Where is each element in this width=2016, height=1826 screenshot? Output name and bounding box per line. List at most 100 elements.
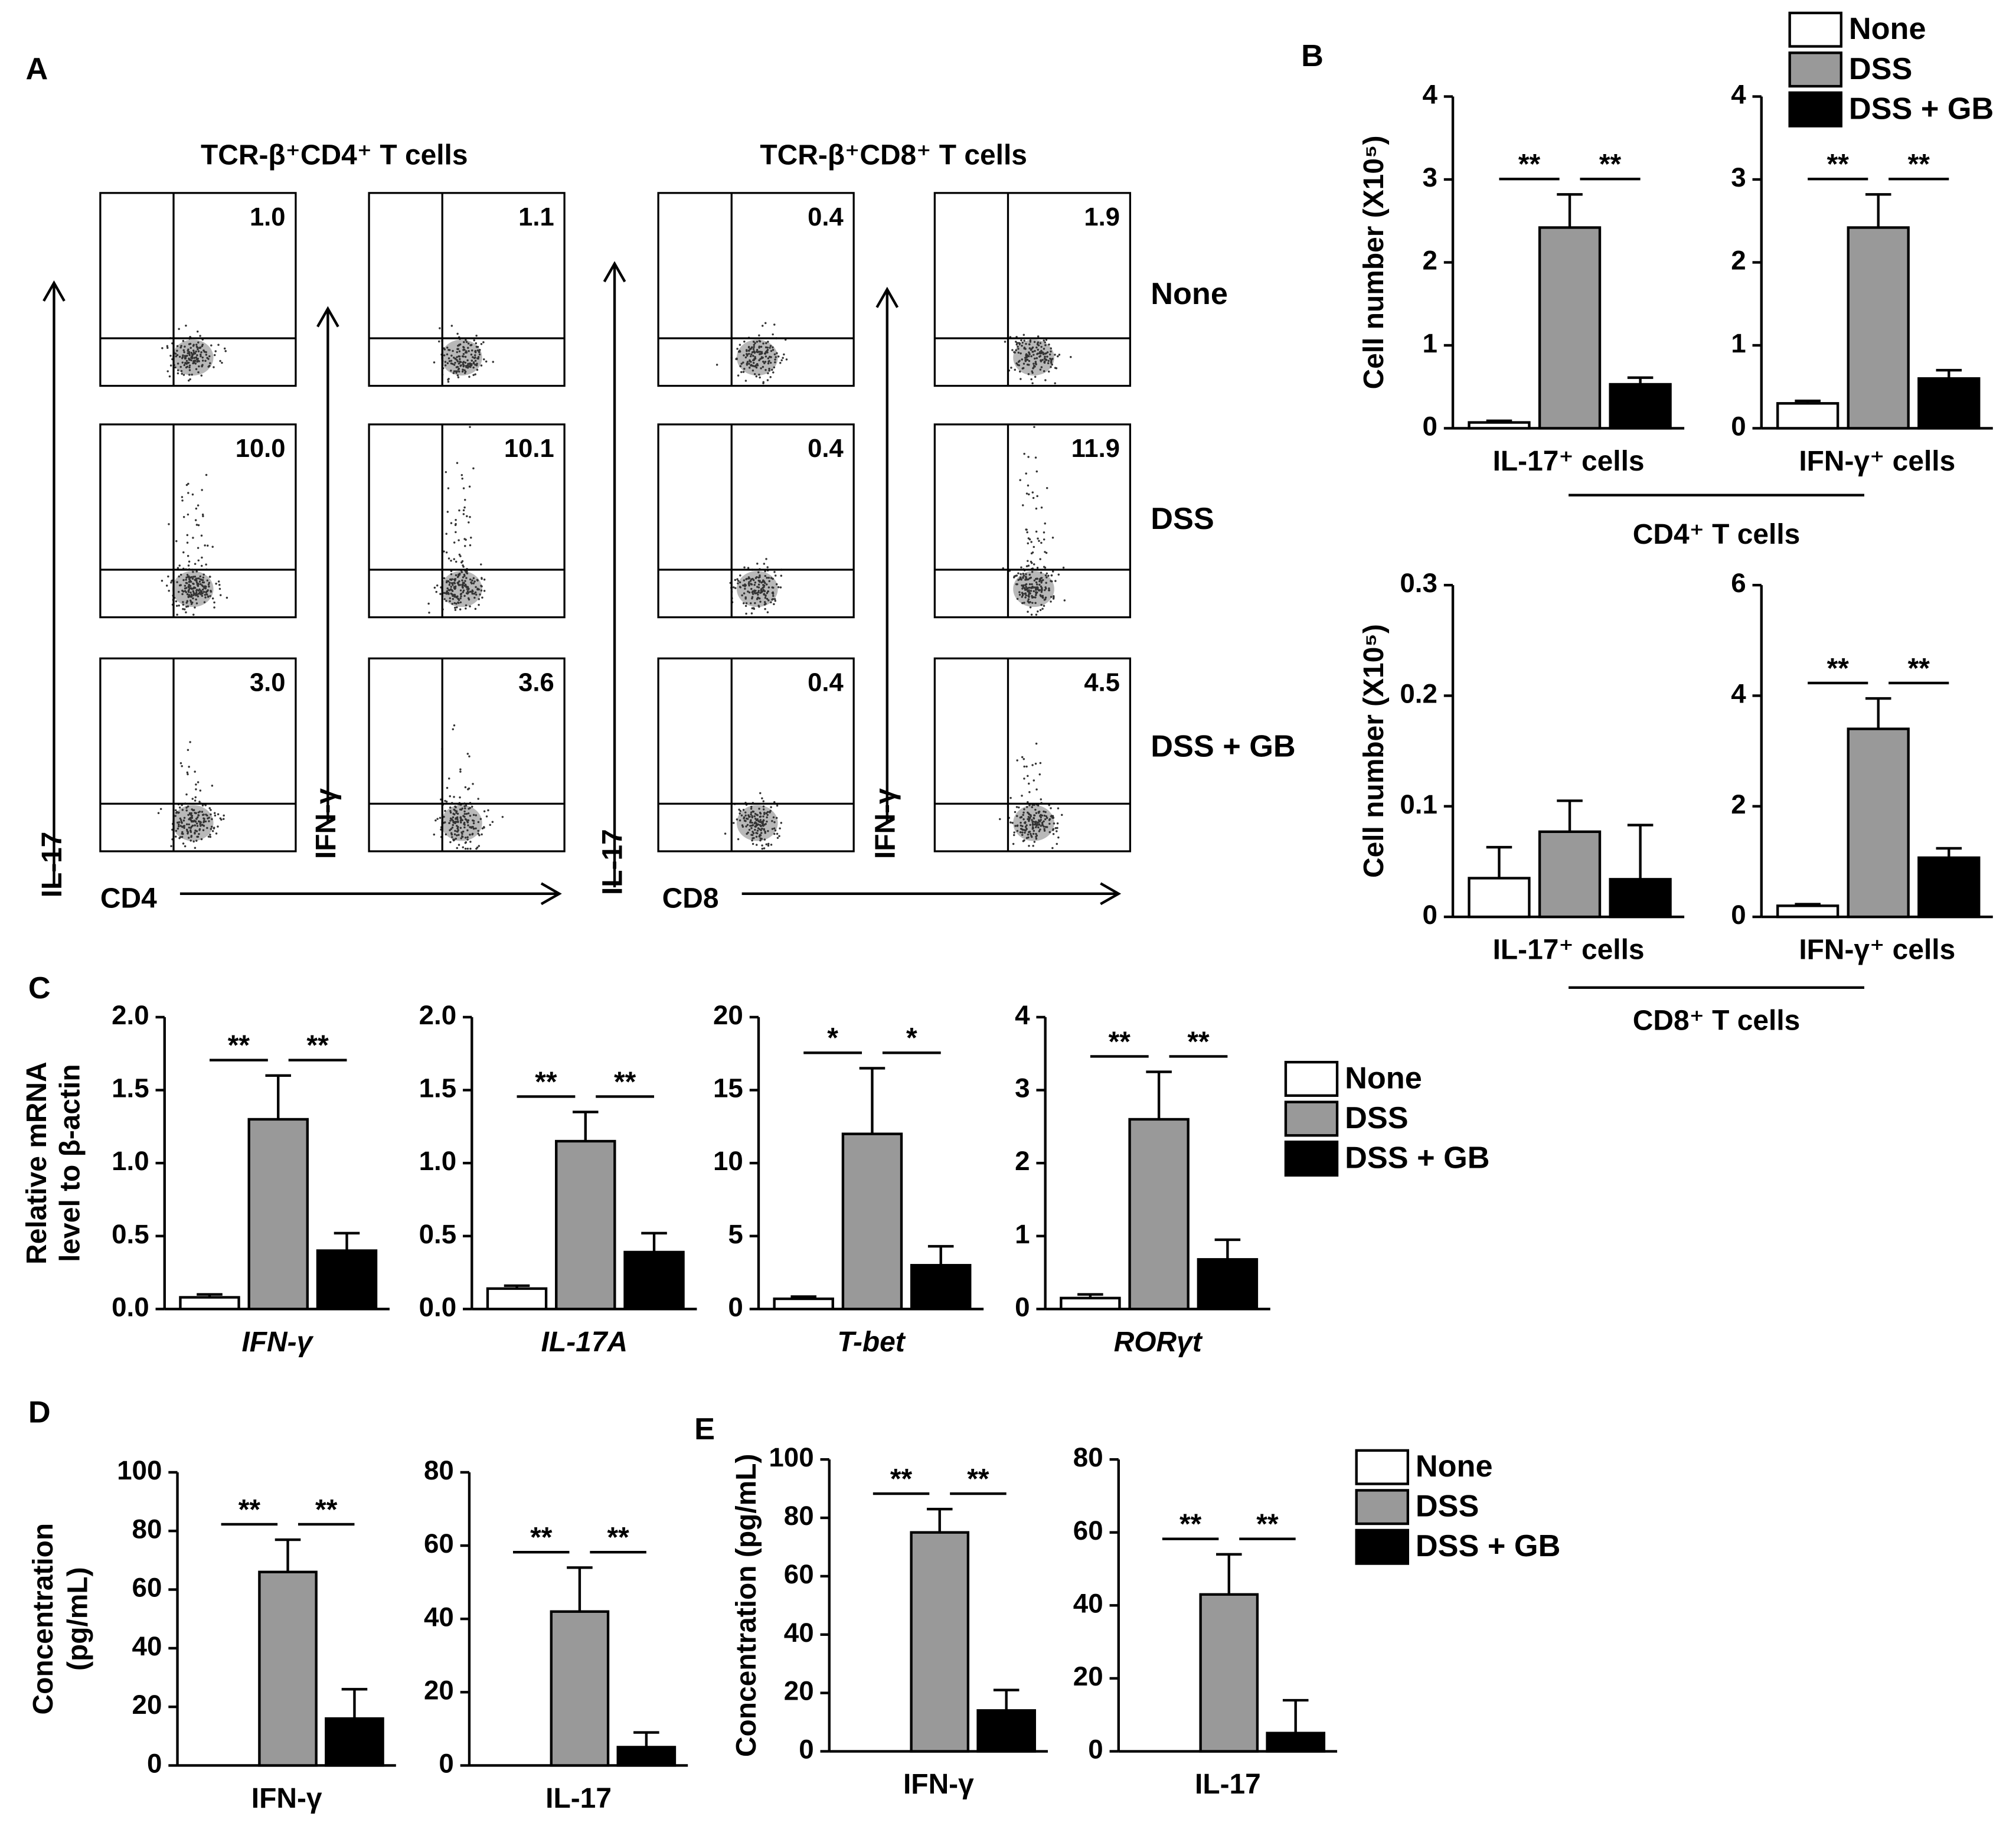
cell-dot (999, 818, 1001, 821)
cell-dot (197, 524, 200, 527)
y-tick-label: 60 (1073, 1515, 1103, 1546)
cell-dot (743, 354, 745, 357)
cell-dot (1016, 342, 1018, 344)
x-axis-label: T-bet (837, 1327, 906, 1358)
cell-dot (469, 806, 471, 809)
cell-dot (743, 584, 746, 587)
cell-dot (1022, 573, 1024, 575)
cell-dot (464, 818, 467, 821)
flow-plot: 0.4 (657, 657, 855, 852)
cell-dot (466, 359, 469, 362)
cell-dot (466, 592, 469, 595)
cell-dot (1047, 574, 1050, 577)
cell-dot (1037, 344, 1040, 347)
cell-dot (435, 590, 437, 593)
cell-dot (191, 353, 194, 355)
cell-dot (764, 607, 766, 610)
cell-dot (1027, 816, 1030, 818)
cell-dot (436, 818, 439, 820)
cell-dot (465, 538, 467, 541)
cell-dot (1020, 573, 1022, 576)
cell-dot (194, 576, 197, 578)
cell-dot (481, 577, 483, 579)
cell-dot (754, 812, 757, 815)
cell-dot (1009, 821, 1012, 824)
cell-dot (462, 368, 464, 371)
cell-dot (759, 376, 761, 379)
cell-dot (193, 357, 196, 360)
y-tick-label: 3 (1731, 162, 1746, 192)
cell-dot (187, 837, 190, 839)
cell-dot (447, 580, 450, 583)
cell-dot (475, 827, 477, 829)
cell-dot (185, 582, 188, 584)
y-tick-label: 0 (1422, 411, 1437, 441)
cell-dot (752, 341, 755, 343)
cell-dot (192, 361, 195, 363)
cell-dot (464, 372, 466, 374)
cell-dot (764, 369, 767, 371)
cell-dot (1023, 765, 1025, 768)
cell-dot (1045, 826, 1048, 828)
cell-dot (192, 570, 194, 573)
cell-dot (772, 371, 775, 374)
cell-dot (1038, 824, 1040, 826)
cell-dot (1037, 811, 1040, 814)
cell-dot (210, 828, 213, 830)
cell-dot (450, 573, 453, 576)
cell-dot (195, 839, 198, 842)
cell-dot (460, 473, 463, 476)
cell-dot (734, 579, 737, 582)
cell-dot (184, 587, 187, 590)
cell-dot (474, 591, 477, 594)
cell-dot (202, 590, 205, 593)
cell-dot (1028, 817, 1031, 820)
cell-dot (182, 607, 184, 610)
cell-dot (184, 345, 186, 348)
cell-dot (204, 587, 207, 590)
cell-dot (192, 613, 195, 616)
cell-dot (192, 809, 194, 812)
cell-dot (190, 603, 193, 605)
cell-dot (1037, 610, 1039, 613)
cell-dot (1044, 811, 1047, 814)
cell-dot (1016, 583, 1018, 586)
cell-dot (1037, 342, 1039, 345)
cell-dot (763, 580, 765, 583)
flow-plot: 3.0 (99, 657, 297, 852)
cell-dot (465, 350, 468, 352)
cell-dot (462, 361, 465, 364)
cell-dot (1028, 493, 1030, 496)
cell-dot (478, 603, 480, 606)
cell-dot (764, 352, 767, 355)
cell-dot (468, 755, 470, 757)
cell-dot (1046, 351, 1049, 354)
cell-dot (757, 586, 760, 589)
cell-dot (202, 581, 205, 584)
cell-dot (1041, 594, 1044, 597)
cell-dot (454, 587, 457, 589)
cell-dot (451, 836, 453, 838)
cell-dot (175, 600, 178, 603)
cell-dot (175, 605, 178, 607)
cell-dot (208, 816, 210, 819)
bar (325, 1717, 384, 1767)
cell-dot (1023, 778, 1025, 780)
cell-dot (194, 796, 197, 799)
y-tick-label: 1.5 (419, 1073, 457, 1103)
cell-dot (453, 821, 456, 824)
cell-dot (1045, 572, 1048, 575)
cell-dot (196, 360, 198, 363)
cell-dot (1038, 773, 1041, 776)
y-tick-label: 0.2 (1400, 679, 1437, 709)
cell-dot (1021, 584, 1023, 587)
cell-dot (451, 603, 453, 605)
cell-dot (465, 812, 468, 815)
cell-dot (185, 605, 188, 608)
cell-dot (461, 355, 464, 358)
cell-dot (206, 827, 208, 829)
cell-dot (445, 533, 447, 535)
cell-dot (433, 833, 436, 836)
cell-dot (476, 579, 479, 582)
cell-dot (465, 804, 468, 807)
